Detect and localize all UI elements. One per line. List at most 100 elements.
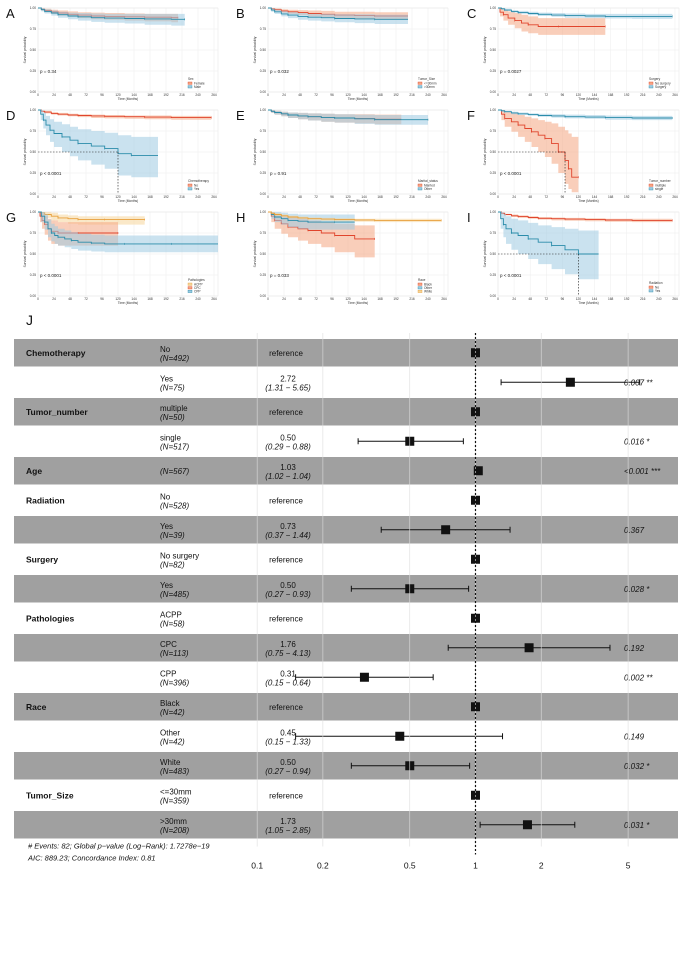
- forest-row: >30mm(N=208) 1.73(1.05 − 2.85) 0.031 *: [14, 811, 678, 839]
- x-tick-label: 168: [377, 195, 383, 199]
- legend-label: ACPP: [194, 282, 203, 286]
- y-tick-label: 0.00: [260, 90, 266, 94]
- x-tick-label: 24: [282, 93, 286, 97]
- level-label: Black: [160, 699, 181, 708]
- y-tick-label: 1.00: [260, 108, 266, 112]
- x-tick-label: 144: [592, 195, 598, 199]
- legend-label: >30mm: [424, 85, 435, 89]
- x-tick-label: 24: [512, 93, 516, 97]
- x-tick-label: 120: [576, 297, 582, 301]
- km-panel-I: I 0 24 48 72 96 120 144 168 192 216 240 264 0.00 0.25 0…: [467, 210, 680, 305]
- x-tick-label: 144: [361, 195, 367, 199]
- x-tick-label: 264: [672, 195, 678, 199]
- x-tick-label: 48: [528, 195, 532, 199]
- survival-curve-multiple: [498, 109, 579, 178]
- legend-label: Other: [424, 286, 433, 290]
- x-axis-label: Time (Months): [118, 199, 138, 203]
- hr-value: reference: [269, 791, 303, 800]
- x-tick-label: 96: [100, 195, 104, 199]
- x-axis-label: Time (Months): [118, 301, 138, 305]
- x-tick-label: 72: [314, 297, 318, 301]
- x-tick-label: 48: [298, 195, 302, 199]
- x-tick-label: 0: [37, 297, 39, 301]
- survival-curve-Yes: [498, 211, 599, 255]
- legend-label: No: [655, 285, 659, 289]
- y-tick-label: 0.50: [260, 252, 266, 256]
- x-tick-label: 216: [409, 93, 415, 97]
- legend-label: Yes: [655, 289, 661, 293]
- panel-letter: I: [467, 210, 471, 225]
- p-value: 0.032 *: [624, 762, 650, 771]
- x-tick-label: 96: [100, 297, 104, 301]
- x-tick-label: 96: [330, 195, 334, 199]
- legend-key: [187, 286, 193, 290]
- hr-value: reference: [269, 349, 303, 358]
- x-tick-label: 24: [512, 297, 516, 301]
- ci-band-multiple: [498, 110, 579, 193]
- x-tick-label: 264: [441, 195, 447, 199]
- y-tick-label: 0.25: [30, 69, 36, 73]
- legend-title: Radiation: [649, 281, 663, 285]
- legend-key: [417, 81, 423, 85]
- y-tick-label: 0.25: [490, 273, 496, 277]
- level-label: Yes: [160, 522, 173, 531]
- km-panel-H: H 0 24 48 72 96 120 144 168 192 216 240 264 0.00 0.25 0…: [236, 210, 449, 305]
- n-label: (N=82): [160, 560, 185, 569]
- p-value: 0.192: [624, 644, 645, 653]
- x-tick-label: 96: [561, 195, 565, 199]
- x-tick-label: 0: [267, 195, 269, 199]
- x-tick-label: 120: [345, 195, 351, 199]
- ci-band-Yes: [498, 212, 599, 280]
- x-tick-label: 168: [608, 195, 614, 199]
- forest-row: Radiation No(N=528) reference: [26, 492, 480, 510]
- footer-line-1: # Events: 82; Global p−value (Log−Rank):…: [28, 842, 210, 851]
- hr-marker: [441, 525, 451, 535]
- x-tick-label: 0: [497, 93, 499, 97]
- ci-value: (0.15 − 0.64): [265, 678, 311, 687]
- x-tick-label: 48: [298, 93, 302, 97]
- x-axis-label: Time (Months): [348, 97, 368, 101]
- y-tick-label: 0.00: [30, 192, 36, 196]
- x-tick-label: 1: [473, 861, 478, 871]
- y-tick-label: 1.00: [260, 210, 266, 214]
- variable-label: Tumor_Size: [26, 790, 74, 800]
- n-label: (N=58): [160, 619, 185, 628]
- legend-key: [417, 183, 423, 187]
- x-tick-label: 192: [163, 297, 169, 301]
- ci-band-ACPP: [38, 212, 145, 225]
- legend-title: Chemotherapy: [188, 179, 209, 183]
- hr-value: 1.73: [280, 817, 296, 826]
- y-tick-label: 0.25: [490, 69, 496, 73]
- x-tick-label: 264: [441, 297, 447, 301]
- y-tick-label: 0.00: [260, 192, 266, 196]
- level-label: Yes: [160, 374, 173, 383]
- n-label: (N=485): [160, 590, 189, 599]
- ci-value: (1.02 − 1.04): [265, 472, 311, 481]
- n-label: (N=50): [160, 413, 185, 422]
- n-label: (N=359): [160, 796, 189, 805]
- x-tick-label: 96: [330, 93, 334, 97]
- row-shade: [14, 752, 678, 780]
- hr-marker: [524, 643, 534, 653]
- ci-value: (1.05 − 2.85): [265, 826, 311, 835]
- ci-band-Male: [38, 8, 185, 26]
- level-label: Other: [160, 728, 180, 737]
- x-tick-label: 144: [361, 297, 367, 301]
- x-tick-label: 216: [409, 195, 415, 199]
- x-tick-label: 0: [267, 297, 269, 301]
- y-tick-label: 0.25: [260, 273, 266, 277]
- ci-value: (1.31 − 5.65): [265, 383, 311, 392]
- x-tick-label: 96: [561, 297, 565, 301]
- x-tick-label: 240: [195, 297, 201, 301]
- y-tick-label: 0.75: [30, 129, 36, 133]
- survival-curve-Yes: [38, 109, 158, 156]
- level-label: White: [160, 758, 181, 767]
- row-shade: [14, 457, 678, 485]
- y-tick-label: 0.50: [260, 48, 266, 52]
- y-tick-label: 0.50: [260, 150, 266, 154]
- n-label: (N=396): [160, 678, 189, 687]
- km-panel-C: C 0 24 48 72 96 120 144 168 192 216 240 264 0.00 0.25 0…: [467, 6, 680, 101]
- km-panel-E: E 0 24 48 72 96 120 144 168 192 216 240 264 0.00 0.25 0…: [236, 108, 449, 203]
- hr-marker: [473, 466, 483, 476]
- x-tick-label: 192: [393, 93, 399, 97]
